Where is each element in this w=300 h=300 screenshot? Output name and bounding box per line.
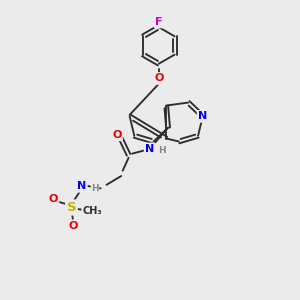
Text: S: S bbox=[67, 201, 76, 214]
Text: F: F bbox=[155, 17, 163, 27]
Text: O: O bbox=[154, 74, 164, 83]
Text: H: H bbox=[91, 184, 99, 193]
Text: O: O bbox=[49, 194, 58, 204]
Text: N: N bbox=[77, 181, 86, 191]
Text: O: O bbox=[112, 130, 122, 140]
Text: CH₃: CH₃ bbox=[82, 206, 102, 216]
Text: H: H bbox=[158, 146, 166, 155]
Text: N: N bbox=[145, 144, 154, 154]
Text: N: N bbox=[198, 111, 207, 122]
Text: O: O bbox=[68, 221, 78, 231]
